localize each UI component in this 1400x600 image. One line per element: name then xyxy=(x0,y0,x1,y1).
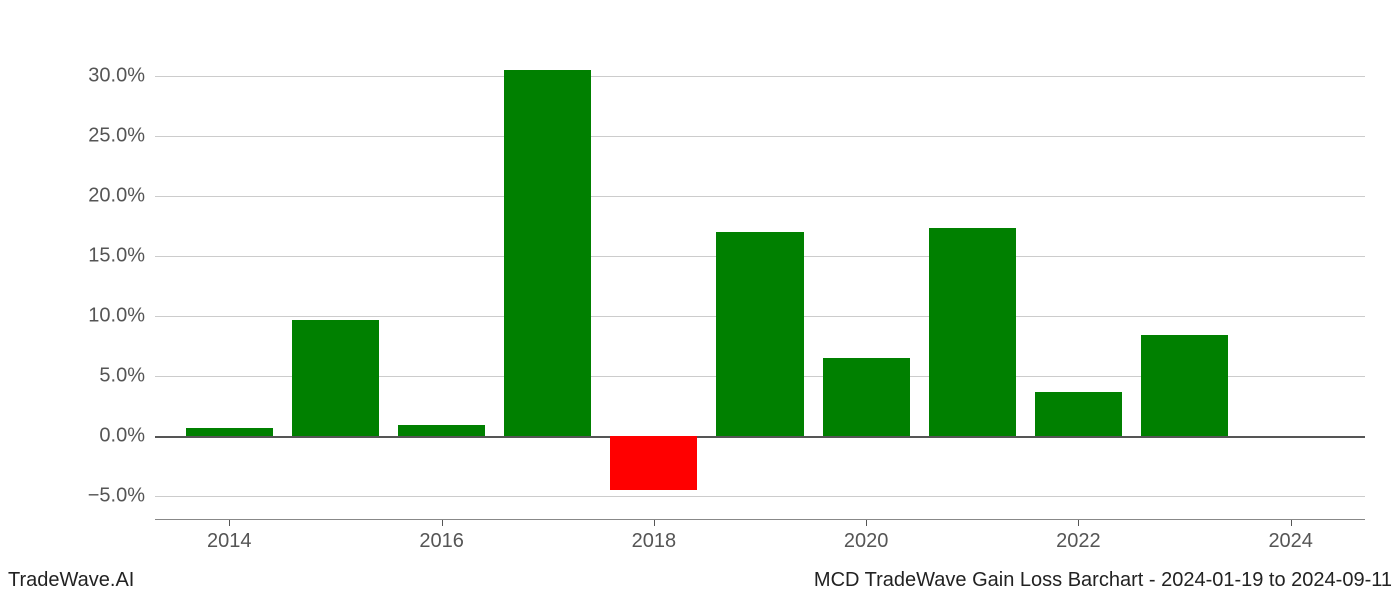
x-tick-label: 2014 xyxy=(207,530,252,553)
plot-area xyxy=(155,40,1365,520)
gridline xyxy=(155,76,1365,77)
x-tick-mark xyxy=(442,520,443,526)
bar xyxy=(1035,392,1122,436)
y-tick-label: 5.0% xyxy=(55,365,145,388)
bar xyxy=(823,358,910,436)
gridline xyxy=(155,196,1365,197)
x-tick-mark xyxy=(1078,520,1079,526)
y-tick-label: −5.0% xyxy=(55,485,145,508)
bar xyxy=(292,320,379,436)
axis-spine-bottom xyxy=(155,519,1365,520)
zero-line xyxy=(155,436,1365,438)
bar xyxy=(929,228,1016,436)
x-tick-mark xyxy=(866,520,867,526)
bar xyxy=(610,436,697,490)
y-tick-label: 10.0% xyxy=(55,305,145,328)
gridline xyxy=(155,136,1365,137)
bar xyxy=(186,428,273,436)
footer-left-text: TradeWave.AI xyxy=(8,569,134,592)
footer-right-text: MCD TradeWave Gain Loss Barchart - 2024-… xyxy=(814,569,1392,592)
y-tick-label: 30.0% xyxy=(55,65,145,88)
x-tick-label: 2020 xyxy=(844,530,889,553)
y-tick-label: 15.0% xyxy=(55,245,145,268)
bar xyxy=(716,232,803,436)
bar xyxy=(504,70,591,436)
y-tick-label: 20.0% xyxy=(55,185,145,208)
bar xyxy=(398,425,485,436)
x-tick-mark xyxy=(654,520,655,526)
x-tick-label: 2022 xyxy=(1056,530,1101,553)
x-tick-mark xyxy=(1291,520,1292,526)
x-tick-mark xyxy=(229,520,230,526)
y-tick-label: 0.0% xyxy=(55,425,145,448)
x-tick-label: 2016 xyxy=(419,530,464,553)
x-tick-label: 2024 xyxy=(1268,530,1313,553)
x-tick-label: 2018 xyxy=(632,530,677,553)
y-tick-label: 25.0% xyxy=(55,125,145,148)
gridline xyxy=(155,496,1365,497)
bar xyxy=(1141,335,1228,436)
chart-container xyxy=(155,40,1365,520)
